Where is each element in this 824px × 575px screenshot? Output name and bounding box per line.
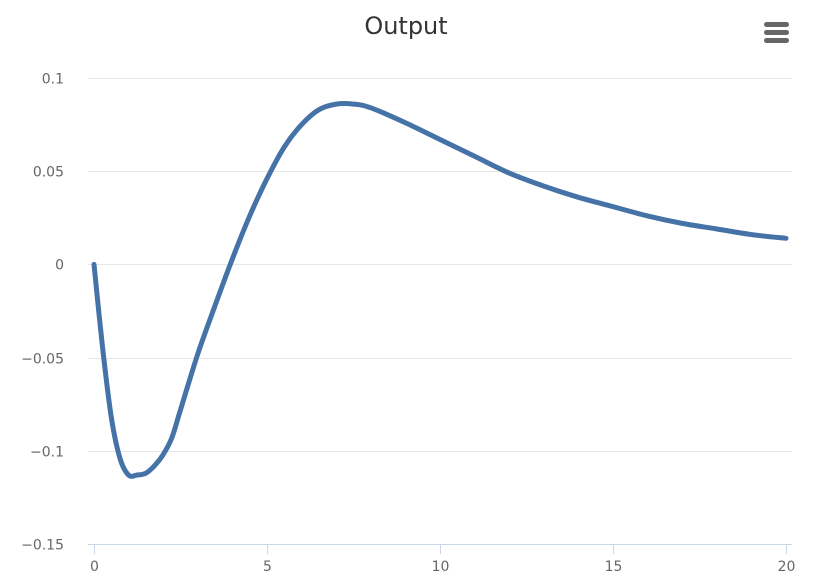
x-tick-label: 15 xyxy=(605,559,623,575)
y-tick-label: 0.1 xyxy=(42,72,64,88)
series-line[interactable] xyxy=(91,101,789,479)
x-tick-label: 20 xyxy=(778,559,796,575)
y-tick-label: 0 xyxy=(55,258,64,274)
x-tick-label: 5 xyxy=(263,559,272,575)
y-tick-label: −0.15 xyxy=(21,538,64,554)
y-tick-label: −0.05 xyxy=(21,352,64,368)
x-tick-label: 0 xyxy=(90,559,99,575)
series-layer xyxy=(91,101,789,479)
x-tick-label: 10 xyxy=(432,559,450,575)
y-tick-label: −0.1 xyxy=(30,445,64,461)
grid xyxy=(88,78,792,452)
axes: 0.1 0.05 0 −0.05 −0.1 −0.15 0 5 10 15 20 xyxy=(21,72,795,575)
chart-title: Output xyxy=(364,12,447,40)
chart-menu-button[interactable] xyxy=(760,18,792,46)
y-tick-label: 0.05 xyxy=(33,165,64,181)
